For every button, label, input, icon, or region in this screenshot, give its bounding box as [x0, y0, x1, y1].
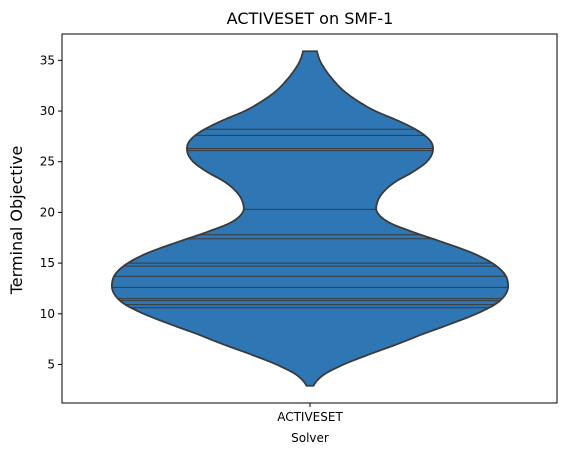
violin-body	[110, 50, 510, 387]
y-tick-label: 15	[40, 256, 55, 270]
y-axis-label: Terminal Objective	[7, 146, 26, 296]
y-tick-label: 20	[40, 205, 55, 219]
y-tick-label: 35	[40, 53, 55, 67]
chart-title: ACTIVESET on SMF-1	[227, 9, 394, 28]
y-tick-label: 10	[40, 307, 55, 321]
y-tick-label: 5	[47, 357, 55, 371]
y-tick-label: 30	[40, 104, 55, 118]
y-tick-label: 25	[40, 155, 55, 169]
x-axis-label: Solver	[291, 431, 329, 445]
x-tick-label: ACTIVESET	[277, 410, 343, 424]
plot-area: 5 10 15 20 25 30 35 ACTIVESET	[40, 33, 558, 424]
